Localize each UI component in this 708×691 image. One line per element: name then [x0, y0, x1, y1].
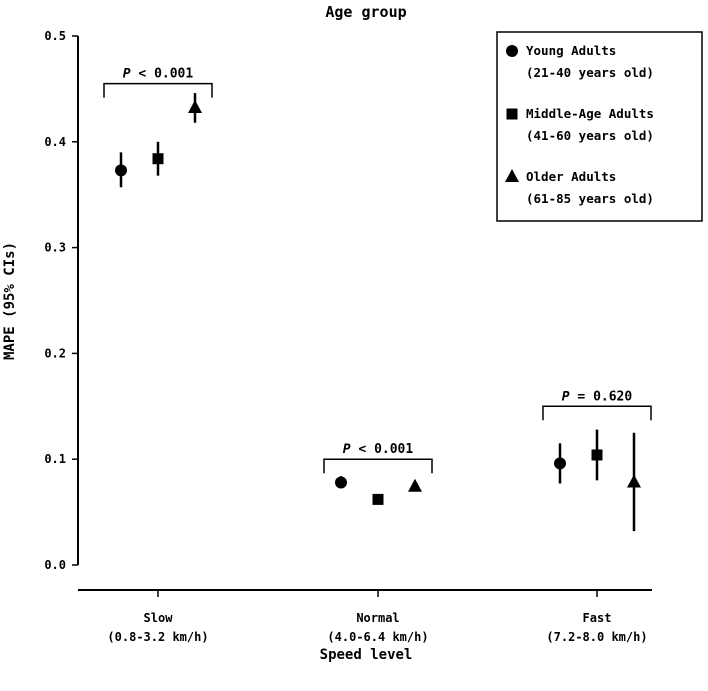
legend-label: Middle-Age Adults [526, 106, 654, 121]
x-tick-label: Slow [144, 611, 174, 625]
circle-point [554, 457, 566, 470]
p-value-label: P < 0.001 [343, 442, 414, 457]
y-axis-title: MAPE (95% CIs) [2, 242, 18, 360]
square-point [372, 493, 384, 505]
y-tick-label: 0.0 [44, 558, 66, 572]
circle-point [115, 164, 127, 177]
triangle-point [188, 99, 202, 113]
legend-sublabel: (61-85 years old) [526, 191, 654, 206]
p-value-label: P < 0.001 [123, 67, 194, 82]
triangle-point [627, 474, 641, 488]
significance-bracket [323, 458, 433, 474]
legend-sublabel: (21-40 years old) [526, 65, 654, 80]
y-tick-label: 0.1 [44, 452, 66, 466]
legend-square-marker [506, 108, 518, 120]
significance-annotations: P < 0.001 P < 0.001 P = 0.620 [103, 67, 652, 474]
x-tick-label: Normal [356, 611, 399, 625]
legend-label: Older Adults [526, 169, 616, 184]
significance-bracket [542, 405, 652, 421]
square-point [152, 153, 164, 165]
y-tick-label: 0.4 [44, 135, 66, 149]
chart-title: Age group [325, 3, 406, 21]
x-ticks: Slow (0.8-3.2 km/h) Normal (4.0-6.4 km/h) Fa… [107, 590, 648, 644]
x-tick-sublabel: (4.0-6.4 km/h) [327, 630, 428, 644]
legend: Young Adults (21-40 years old) Middle-Age … [496, 31, 703, 222]
significance-bracket [103, 82, 213, 98]
x-axis-title: Speed level [320, 647, 413, 663]
x-tick-sublabel: (0.8-3.2 km/h) [107, 630, 208, 644]
x-tick-label: Fast [583, 611, 612, 625]
p-value-label: P = 0.620 [562, 389, 633, 404]
x-tick-sublabel: (7.2-8.0 km/h) [546, 630, 647, 644]
legend-sublabel: (41-60 years old) [526, 128, 654, 143]
legend-label: Young Adults [526, 43, 616, 58]
y-tick-label: 0.5 [44, 29, 66, 43]
data-points [115, 93, 641, 532]
square-point [591, 449, 603, 461]
legend-box [496, 31, 703, 222]
legend-circle-marker [506, 45, 518, 57]
y-tick-label: 0.2 [44, 346, 66, 360]
y-tick-label: 0.3 [44, 241, 66, 255]
legend-triangle-marker [505, 169, 519, 182]
circle-point [335, 476, 347, 489]
triangle-point [408, 478, 422, 492]
y-ticks: 0.0 0.1 0.2 0.3 0.4 0.5 [44, 29, 78, 572]
